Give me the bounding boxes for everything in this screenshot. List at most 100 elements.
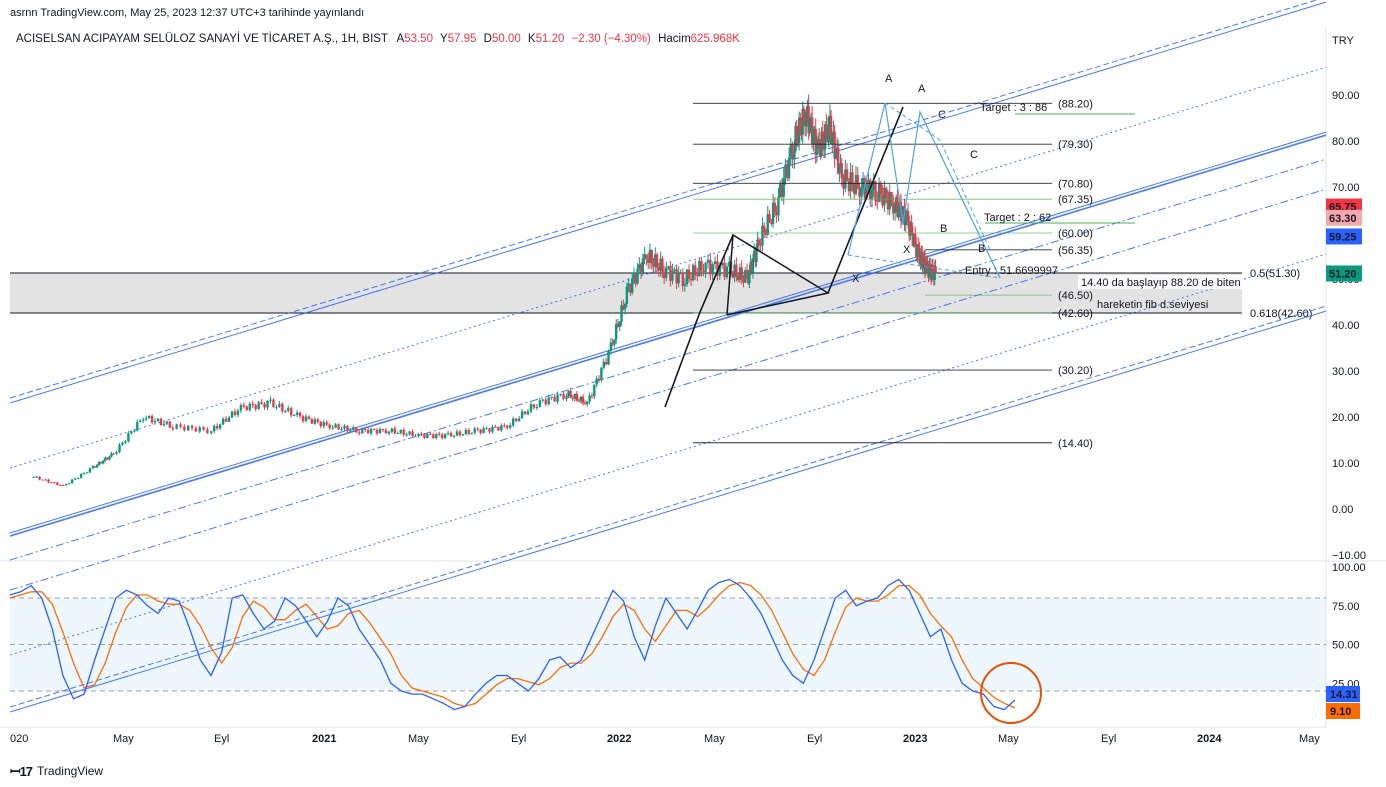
pattern-point-label: B bbox=[940, 223, 947, 235]
harmonic-xd-line bbox=[847, 254, 1001, 279]
candle-body bbox=[110, 453, 113, 457]
candle-body bbox=[452, 435, 456, 437]
candle-body bbox=[910, 222, 913, 234]
candle-body bbox=[840, 163, 843, 178]
entry-label: Entry : 51.6699997 bbox=[965, 265, 1058, 277]
candle-body bbox=[623, 304, 627, 310]
candle-body bbox=[275, 406, 278, 408]
volume-label: Hacim bbox=[658, 33, 691, 45]
candle-body bbox=[834, 151, 838, 159]
candle-body bbox=[877, 183, 881, 202]
candle-body bbox=[609, 342, 613, 351]
candle-body bbox=[414, 435, 417, 437]
candle-body bbox=[95, 464, 99, 468]
candle-body bbox=[488, 428, 491, 432]
candle-body bbox=[740, 267, 743, 279]
candle-body bbox=[366, 429, 370, 434]
candle-body bbox=[461, 434, 465, 436]
pattern-point-label: C bbox=[970, 149, 978, 161]
candle-body bbox=[426, 433, 429, 438]
candle-body bbox=[210, 431, 213, 433]
candle-body bbox=[242, 405, 246, 407]
time-axis-tick: May bbox=[704, 733, 725, 745]
oversold-highlight-circle bbox=[980, 662, 1042, 724]
candle-body bbox=[458, 431, 462, 436]
candle-body bbox=[917, 244, 920, 248]
price-axis-tick: 90.00 bbox=[1332, 90, 1360, 102]
candle-body bbox=[547, 397, 550, 405]
candle-body bbox=[913, 233, 917, 245]
candle-body bbox=[73, 478, 77, 480]
candle-body bbox=[886, 198, 890, 210]
candle-body bbox=[372, 428, 376, 430]
candle-body bbox=[310, 418, 314, 424]
price-badge bbox=[1326, 265, 1362, 282]
candle-body bbox=[667, 266, 670, 268]
fib-level-label: (14.40) bbox=[1058, 438, 1093, 450]
candle-body bbox=[295, 412, 299, 415]
candle-body bbox=[622, 305, 625, 310]
candle-body bbox=[615, 323, 618, 340]
candle-body bbox=[301, 416, 305, 422]
candle-body bbox=[890, 191, 893, 203]
price-axis-tick: 80.00 bbox=[1332, 136, 1360, 148]
candle-body bbox=[53, 482, 56, 484]
candle-body bbox=[449, 432, 453, 437]
candle-body bbox=[791, 144, 794, 160]
time-axis-tick: Eyl bbox=[807, 733, 822, 745]
candle-body bbox=[687, 269, 691, 279]
candle-body bbox=[206, 429, 209, 433]
candle-body bbox=[616, 323, 620, 327]
channel-mid-solid-2 bbox=[9, 131, 1327, 534]
candle-body bbox=[884, 187, 888, 199]
symbol-legend: ACISELSAN ACIPAYAM SELÜLOZ SANAYİ VE TİC… bbox=[16, 33, 744, 45]
candle-body bbox=[292, 414, 296, 416]
candle-body bbox=[849, 172, 852, 192]
candle-body bbox=[278, 403, 281, 407]
tradingview-logo-icon[interactable]: ꟷ17 bbox=[10, 764, 33, 779]
impulse-leg-1 bbox=[664, 234, 734, 408]
pattern-point-label: A bbox=[885, 73, 893, 85]
close-label: K bbox=[527, 33, 536, 45]
candle-body bbox=[597, 378, 601, 381]
target-3-label: Target : 3 : 86 bbox=[980, 102, 1047, 114]
candle-body bbox=[929, 264, 932, 270]
candle-body bbox=[918, 247, 921, 265]
candle-body bbox=[334, 424, 337, 428]
candle-body bbox=[281, 403, 284, 412]
candle-body bbox=[928, 264, 931, 278]
pattern-point-label: B bbox=[978, 243, 985, 255]
candle-body bbox=[775, 211, 778, 216]
candle-body bbox=[829, 115, 833, 144]
candle-body bbox=[272, 399, 275, 408]
time-axis-tick: 2022 bbox=[607, 733, 631, 745]
candle-body bbox=[186, 425, 190, 431]
candle-body bbox=[881, 193, 884, 206]
candle-body bbox=[287, 408, 290, 411]
candle-body bbox=[808, 122, 811, 134]
candle-body bbox=[782, 177, 785, 197]
candle-body bbox=[556, 394, 559, 402]
candle-body bbox=[618, 321, 621, 327]
price-axis-tick: 40.00 bbox=[1332, 320, 1360, 332]
candle-body bbox=[381, 428, 385, 431]
candle-body bbox=[629, 283, 632, 293]
candle-body bbox=[573, 393, 576, 399]
candle-body bbox=[343, 425, 346, 429]
candle-body bbox=[671, 270, 674, 281]
candle-body bbox=[661, 258, 664, 272]
candle-body bbox=[632, 273, 636, 279]
candle-body bbox=[723, 262, 726, 278]
time-axis-tick: Eyl bbox=[511, 733, 526, 745]
footer-brand[interactable]: TradingView bbox=[37, 764, 104, 778]
stoch-axis-tick: 50.00 bbox=[1332, 640, 1360, 652]
time-axis-tick: May bbox=[113, 733, 134, 745]
candle-body bbox=[930, 265, 934, 280]
candle-body bbox=[718, 265, 722, 276]
candle-body bbox=[794, 126, 797, 152]
candle-body bbox=[770, 222, 773, 224]
candle-body bbox=[761, 225, 764, 246]
candle-body bbox=[491, 426, 494, 432]
candle-body bbox=[337, 424, 340, 430]
